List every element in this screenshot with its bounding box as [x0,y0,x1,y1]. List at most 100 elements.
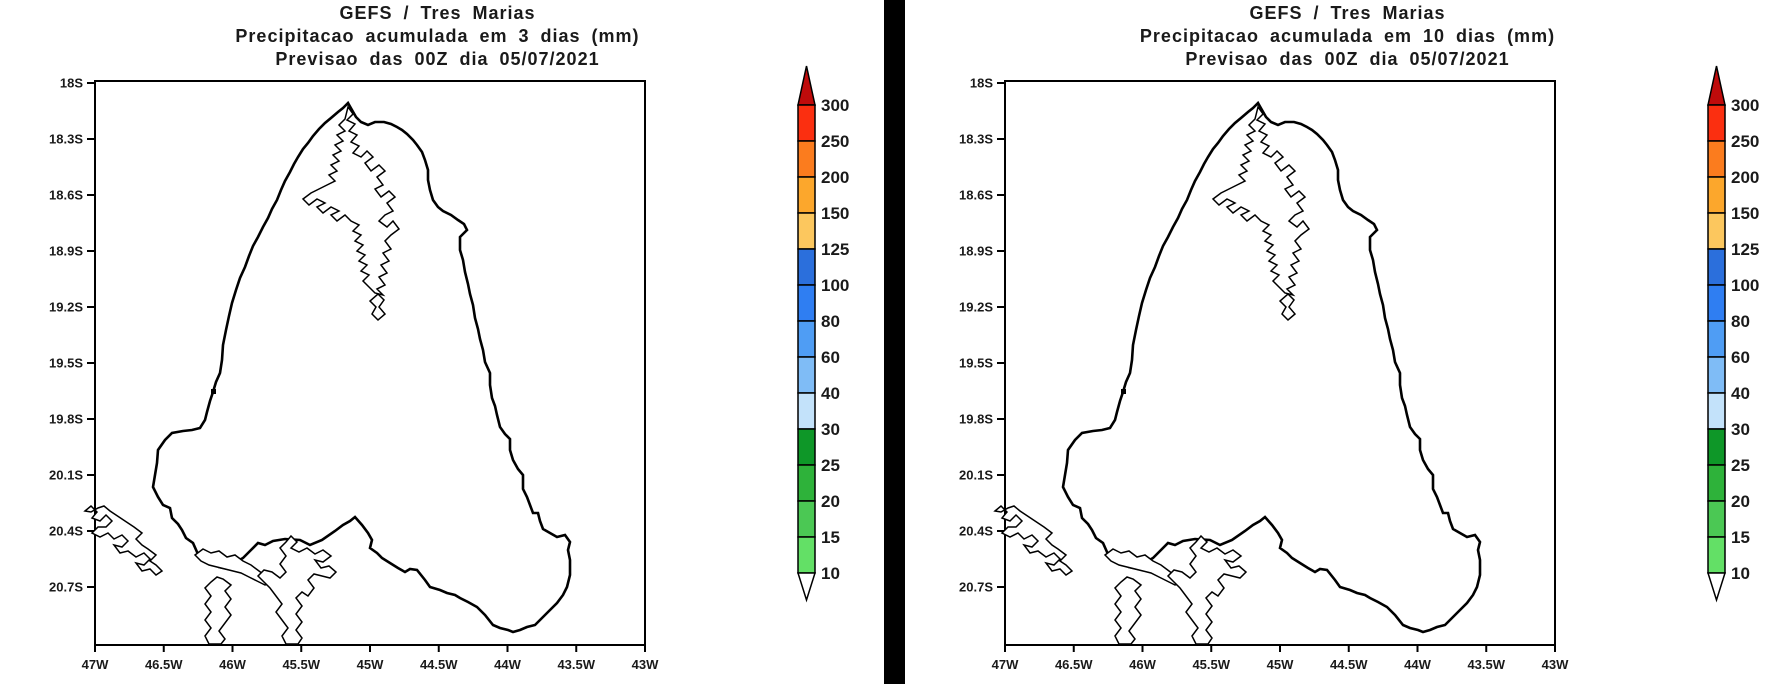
reservoir-outline [1166,534,1248,645]
station-dot [211,389,216,394]
colorbar-label: 125 [821,240,849,259]
lon-label: 43W [632,657,659,672]
colorbar-cell [797,428,816,466]
colorbar: 300 250 200 150 125 100 80 60 40 30 25 20 15 10 [796,65,849,603]
lon-label: 44.5W [420,657,458,672]
colorbar-cell [1707,176,1726,214]
reservoir-outline [368,292,387,322]
lat-label: 19.8S [959,412,993,427]
colorbar-label: 30 [1731,420,1750,439]
reservoir-outline [301,105,401,297]
colorbar-label: 60 [821,348,840,367]
lat-label: 19.2S [49,300,83,315]
colorbar-label: 40 [821,384,840,403]
lat-label: 20.4S [49,524,83,539]
lon-label: 43W [1542,657,1569,672]
lon-label: 44W [494,657,521,672]
lon-label: 46W [1129,657,1156,672]
colorbar-label: 125 [1731,240,1759,259]
colorbar-arrow-under [796,572,817,603]
reservoir-outline [1211,105,1311,297]
colorbar-label: 15 [821,528,840,547]
lat-label: 18.9S [49,244,83,259]
colorbar-cell [1707,212,1726,250]
colorbar-label: 300 [1731,96,1759,115]
colorbar: 300 250 200 150 125 100 80 60 40 30 25 20 15 10 [1706,65,1759,603]
colorbar-cell [1707,464,1726,502]
panel-subtitle: Precipitacao acumulada em 10 dias (mm) [1139,26,1556,46]
basin-boundary [1061,100,1482,634]
panel-3day: GEFS / Tres Marias Precipitacao acumulad… [0,0,881,684]
colorbar-label: 80 [821,312,840,331]
reservoir-outline [83,504,164,576]
lon-label: 44W [1404,657,1431,672]
colorbar-cell [797,284,816,322]
colorbar-cell [1707,428,1726,466]
lon-label: 47W [992,657,1019,672]
colorbar-label: 20 [1731,492,1750,511]
lon-label: 45W [1267,657,1294,672]
panel-title-block: GEFS / Tres Marias Precipitacao acumulad… [95,2,780,71]
lat-label: 18.9S [959,244,993,259]
lat-label: 19.8S [49,412,83,427]
colorbar-label: 100 [821,276,849,295]
map-plot-3day: 18S 18.3S 18.6S 18.9S 19.2S 19.5S 19.8S 20.1S 20… [49,65,849,672]
station-dot [1121,389,1126,394]
lat-label: 20.1S [49,468,83,483]
map-frame [94,80,646,646]
basin-map-group [83,100,572,645]
colorbar-cell [797,248,816,286]
lon-label: 46.5W [1055,657,1093,672]
colorbar-cell [797,356,816,394]
colorbar-label: 10 [1731,564,1750,583]
colorbar-arrow-over [1707,65,1726,106]
lat-label: 18.6S [959,188,993,203]
lon-label: 47W [82,657,109,672]
panel-title-block: GEFS / Tres Marias Precipitacao acumulad… [1005,2,1690,71]
colorbar-cell [797,500,816,538]
colorbar-label: 200 [821,168,849,187]
lon-label: 46W [219,657,246,672]
colorbar-label: 25 [1731,456,1750,475]
colorbar-cell [1707,104,1726,142]
colorbar-cell [1707,392,1726,430]
colorbar-arrow-over [797,65,816,106]
lat-label: 19.5S [959,356,993,371]
panel-10day: GEFS / Tres Marias Precipitacao acumulad… [910,0,1791,684]
lat-label: 20.7S [49,580,83,595]
colorbar-label: 60 [1731,348,1750,367]
lon-label: 43.5W [557,657,595,672]
reservoir-outline [204,576,233,645]
map-plot-10day: 18S 18.3S 18.6S 18.9S 19.2S 19.5S 19.8S 20.1S 20… [959,65,1759,672]
colorbar-label: 40 [1731,384,1750,403]
lon-label: 43.5W [1467,657,1505,672]
colorbar-label: 200 [1731,168,1759,187]
colorbar-cell [1707,140,1726,178]
panel-subtitle: Precipitacao acumulada em 3 dias (mm) [235,26,640,46]
lon-label: 45.5W [1192,657,1230,672]
lat-label: 20.1S [959,468,993,483]
lat-label: 18.6S [49,188,83,203]
colorbar-cell [797,464,816,502]
colorbar-cell [797,104,816,142]
basin-boundary [151,100,572,634]
colorbar-cell [797,140,816,178]
colorbar-label: 250 [1731,132,1759,151]
colorbar-label: 300 [821,96,849,115]
colorbar-cell [797,320,816,358]
panel-title: GEFS / Tres Marias [339,3,536,23]
colorbar-cell [1707,248,1726,286]
lon-label: 45.5W [282,657,320,672]
colorbar-label: 100 [1731,276,1759,295]
colorbar-cell [797,212,816,250]
colorbar-label: 30 [821,420,840,439]
colorbar-label: 15 [1731,528,1750,547]
reservoir-outline [1278,292,1297,322]
lat-label: 18.3S [959,132,993,147]
colorbar-arrow-under [1706,572,1727,603]
reservoir-outline [993,504,1074,576]
panel-forecast-line: Previsao das 00Z dia 05/07/2021 [1185,49,1510,69]
colorbar-label: 80 [1731,312,1750,331]
colorbar-cell [1707,320,1726,358]
